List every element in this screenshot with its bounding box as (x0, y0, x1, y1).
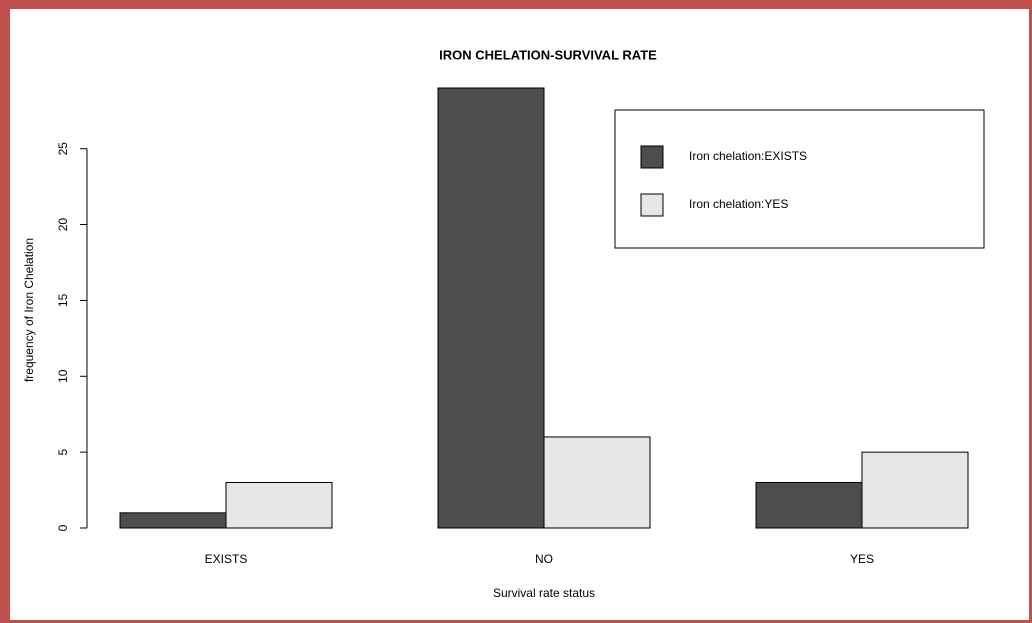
y-tick-label: 0 (56, 524, 70, 531)
bar (543, 436, 651, 529)
bar (225, 481, 333, 529)
chart-title: IRON CHELATION-SURVIVAL RATE (439, 47, 657, 62)
y-tick-label: 25 (56, 142, 70, 156)
x-tick-label: EXISTS (205, 552, 248, 566)
legend-label: Iron chelation:YES (689, 197, 788, 211)
legend-swatch (640, 145, 664, 169)
x-axis-label: Survival rate status (493, 586, 595, 600)
legend-box (614, 109, 985, 249)
bar (755, 481, 863, 529)
bar (437, 87, 545, 529)
legend-label: Iron chelation:EXISTS (689, 149, 807, 163)
y-tick-label: 20 (56, 218, 70, 232)
y-axis-label: frequency of Iron Chelation (22, 238, 36, 382)
x-tick-label: NO (535, 552, 553, 566)
y-tick-label: 5 (56, 448, 70, 455)
y-tick-label: 10 (56, 369, 70, 383)
bar (119, 512, 227, 529)
x-tick-label: YES (850, 552, 874, 566)
bar (861, 451, 969, 529)
y-tick-label: 15 (56, 293, 70, 307)
legend-swatch (640, 193, 664, 217)
